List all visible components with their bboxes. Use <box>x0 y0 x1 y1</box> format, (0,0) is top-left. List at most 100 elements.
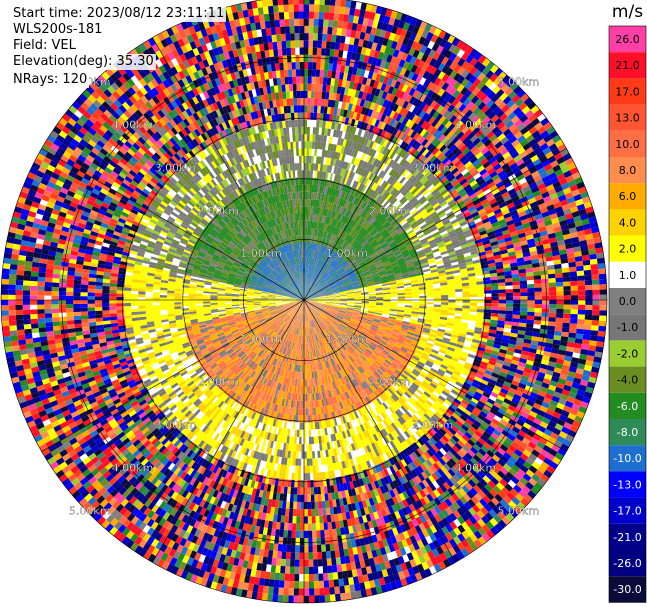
range-gate-cell <box>305 285 308 293</box>
range-gate-cell <box>331 173 336 181</box>
range-gate-cell <box>316 55 322 63</box>
range-gate-cell <box>599 284 607 290</box>
range-gate-cell <box>321 171 325 179</box>
range-gate-cell <box>596 257 605 264</box>
range-gate-cell <box>318 127 323 135</box>
range-gate-cell <box>332 63 338 72</box>
range-gate-cell <box>328 195 332 203</box>
range-gate-cell <box>346 22 353 30</box>
range-gate-cell <box>462 302 470 306</box>
range-gate-cell <box>315 236 318 244</box>
range-gate-cell <box>368 34 375 43</box>
range-gate-cell <box>583 269 592 276</box>
range-gate-cell <box>540 320 549 326</box>
range-gate-cell <box>548 308 557 314</box>
range-gate-cell <box>336 108 342 116</box>
range-gate-cell <box>304 4 310 12</box>
range-gate-cell <box>326 150 331 158</box>
range-gate-cell <box>556 300 564 305</box>
range-gate-cell <box>549 300 557 305</box>
range-gate-cell <box>484 303 492 307</box>
range-gate-cell <box>310 250 312 258</box>
range-gate-cell <box>597 263 606 270</box>
range-gate-cell <box>314 4 320 12</box>
range-gate-cell <box>310 257 313 265</box>
range-gate-cell <box>548 282 557 288</box>
range-gate-cell <box>599 300 607 306</box>
range-gate-cell <box>498 306 506 311</box>
range-gate-cell <box>483 312 492 317</box>
range-gate-cell <box>323 135 328 143</box>
range-gate-cell <box>331 165 335 174</box>
range-gate-cell <box>419 297 427 300</box>
range-gate-cell <box>319 142 324 150</box>
range-gate-cell <box>308 257 310 265</box>
range-gate-cell <box>534 283 542 288</box>
range-gate-cell <box>306 256 308 265</box>
range-gate-cell <box>355 68 362 76</box>
range-gate-cell <box>342 21 348 30</box>
range-gate-cell <box>307 69 313 77</box>
range-gate-cell <box>320 215 324 223</box>
range-gate-cell <box>526 271 534 277</box>
range-gate-cell <box>320 55 326 63</box>
range-gate-cell <box>541 282 549 288</box>
range-gate-cell <box>308 25 314 34</box>
range-gate-cell <box>335 144 340 153</box>
range-gate-cell <box>304 69 308 77</box>
range-gate-cell <box>307 199 310 207</box>
range-gate-cell <box>309 272 312 280</box>
range-gate-cell <box>308 271 310 279</box>
range-gate-cell <box>340 86 346 95</box>
range-gate-cell <box>324 55 330 64</box>
range-gate-cell <box>426 304 434 307</box>
range-gate-cell <box>355 1 362 10</box>
range-gate-cell <box>333 166 338 174</box>
range-gate-cell <box>308 177 311 185</box>
range-gate-cell <box>305 199 308 207</box>
range-gate-cell <box>341 131 346 139</box>
range-gate-cell <box>325 142 329 151</box>
range-gate-cell <box>540 274 549 280</box>
range-gate-cell <box>316 120 320 128</box>
range-gate-cell <box>313 250 317 258</box>
range-gate-cell <box>589 335 598 342</box>
range-gate-cell <box>577 280 585 286</box>
range-gate-cell <box>333 107 338 116</box>
range-gate-cell <box>306 271 308 279</box>
range-gate-cell <box>462 305 470 309</box>
range-gate-cell <box>330 107 335 115</box>
range-gate-cell <box>308 18 314 26</box>
range-gate-cell <box>345 58 351 67</box>
range-gate-cell <box>412 294 420 297</box>
range-gate-cell <box>335 71 341 80</box>
range-gate-cell <box>412 296 420 299</box>
range-gate-cell <box>307 264 309 272</box>
range-gate-cell <box>314 243 317 251</box>
range-gate-cell <box>310 250 313 258</box>
range-gate-cell <box>562 276 571 282</box>
range-gate-cell <box>367 18 374 27</box>
range-gate-cell <box>455 297 463 300</box>
range-gate-cell <box>329 5 335 13</box>
range-gate-cell <box>305 285 307 293</box>
range-gate-cell <box>325 157 330 165</box>
range-gate-cell <box>596 336 605 343</box>
range-gate-cell <box>342 124 348 132</box>
range-gate-cell <box>323 157 327 165</box>
range-gate-cell <box>304 98 308 106</box>
range-gate-cell <box>519 276 527 282</box>
range-gate-cell <box>308 264 311 272</box>
range-gate-cell <box>304 278 305 286</box>
range-gate-cell <box>433 302 442 305</box>
range-gate-cell <box>319 164 324 172</box>
range-gate-cell <box>365 3 373 12</box>
range-gate-cell <box>334 5 340 14</box>
range-gate-cell <box>440 289 449 293</box>
range-gate-cell <box>576 265 584 272</box>
range-gate-cell <box>309 235 311 243</box>
range-gate-cell <box>351 89 357 97</box>
range-gate-cell <box>312 127 317 135</box>
range-gate-cell <box>333 49 340 58</box>
range-gate-cell <box>512 310 521 316</box>
